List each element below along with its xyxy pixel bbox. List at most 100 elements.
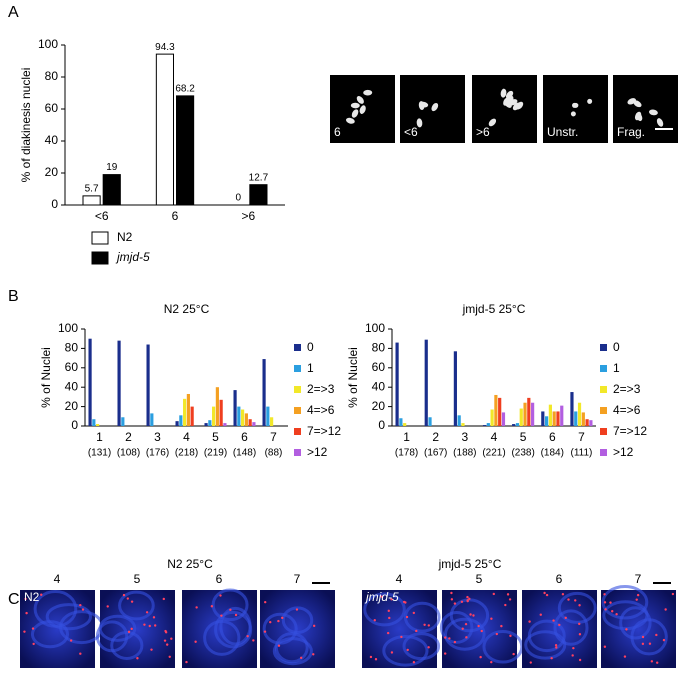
micrograph [613,75,678,143]
foci [299,656,303,660]
foci [648,642,652,645]
foci [24,597,27,601]
x-tick-label: 1 [96,430,103,444]
bar [581,412,585,426]
y-tick-label: 60 [65,360,79,374]
chromosome [416,118,423,128]
foci [312,653,315,656]
foci [277,644,281,647]
foci [405,615,409,619]
bar [577,402,582,426]
panel-letter: B [8,288,19,305]
sample-size: (221) [482,448,505,459]
micrograph-label: Unstr. [547,125,578,139]
legend-swatch [600,344,607,351]
y-tick-label: 20 [372,399,386,413]
value-label: 68.2 [175,84,195,95]
x-tick-label: 6 [549,430,556,444]
foci [480,629,483,633]
bar [424,339,428,426]
bar [552,411,556,426]
foci [150,648,153,651]
foci [623,655,627,658]
x-tick-label: 4 [183,430,190,444]
y-axis-label: % of diakinesis nuclei [19,68,33,183]
x-tick-label: 2 [125,430,132,444]
foci [500,624,503,628]
legend-label: N2 [117,230,133,244]
foci [450,591,453,595]
foci [609,601,612,604]
chromosome [656,118,664,127]
y-tick-label: 40 [65,379,79,393]
bar [490,409,494,426]
sample-size: (88) [265,448,283,459]
foci [641,642,645,646]
bar [574,411,578,426]
foci [252,639,255,642]
legend-swatch [600,449,607,456]
x-tick-label: 5 [212,430,219,444]
strain-label: jmjd-5 [364,590,399,604]
bar [176,95,195,206]
legend-label: 2=>3 [613,382,641,396]
bar [585,419,589,426]
chromosome [587,98,593,104]
chromosome [345,117,355,124]
foci [264,600,267,604]
foci [464,622,468,626]
foci [490,617,493,620]
legend-label: 2=>3 [307,382,335,396]
foci [528,620,531,623]
nucleus-ring [118,590,155,621]
foci [504,603,507,607]
nucleus-ring [382,634,429,667]
nucleus-ring [30,620,70,649]
foci [79,652,82,655]
bar [190,406,194,426]
column-label: 6 [216,572,223,586]
foci [465,636,468,639]
foci [31,627,35,630]
foci [122,593,126,597]
foci [374,658,378,661]
foci [578,658,582,662]
bar [233,390,237,426]
foci [380,595,384,598]
foci [578,633,582,636]
micrograph-label: Frag. [617,125,645,139]
x-tick-label: 6 [241,430,248,444]
value-label: 5.7 [85,184,99,195]
legend-label: 7=>12 [613,424,647,438]
value-label: 19 [106,162,118,173]
bar [527,397,531,426]
foci [572,646,575,650]
foci [578,622,581,626]
y-tick-label: 40 [45,133,59,147]
foci [561,593,565,596]
value-label: 12.7 [249,172,269,183]
y-tick-label: 100 [38,37,58,51]
y-tick-label: 80 [65,341,79,355]
nucleus-ring [33,590,78,628]
foci [168,655,171,658]
foci [412,661,416,664]
foci [460,600,464,603]
bar [556,411,560,426]
nucleus-ring [482,630,524,664]
foci [412,611,416,615]
x-tick-label: 7 [578,430,585,444]
y-tick-label: 100 [365,321,385,335]
legend-swatch [600,386,607,393]
sample-size: (188) [453,448,476,459]
bar [96,424,100,426]
x-tick-label: 5 [520,430,527,444]
foci [106,605,109,608]
x-tick-label: 7 [270,430,277,444]
foci [552,619,555,622]
nucleus-ring [45,603,93,631]
y-tick-label: 80 [372,341,386,355]
bar [186,393,190,426]
panel-c-title: N2 25°C [167,557,213,571]
